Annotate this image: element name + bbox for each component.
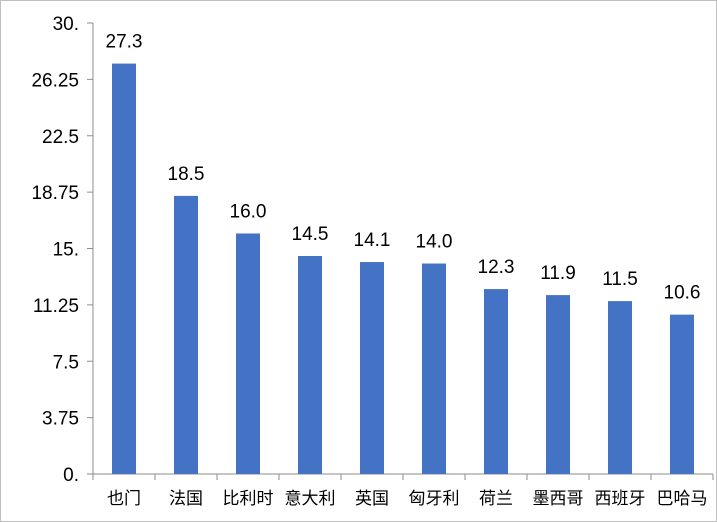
x-tick-label: 巴哈马 — [657, 489, 708, 509]
data-label: 14.5 — [292, 224, 329, 245]
axes: 0. 3.75 7.5 11.25 15. 18.75 22.5 26.25 30. — [31, 14, 714, 486]
bar — [670, 314, 694, 474]
x-tick-label: 也门 — [107, 489, 141, 509]
bars-group — [112, 63, 694, 475]
data-label: 11.9 — [540, 263, 576, 284]
y-tick-label: 15. — [53, 240, 79, 261]
bar — [298, 256, 322, 474]
data-label: 18.5 — [168, 164, 205, 185]
y-tick-label: 3.75 — [42, 409, 79, 430]
data-label: 14.1 — [354, 230, 391, 251]
y-tick-label: 18.75 — [31, 183, 79, 204]
bar — [360, 262, 384, 474]
labels-group: 27.3 也门 18.5 法国 16.0 比利时 14.5 意大利 14.1 英国 14.0 匈牙利 1… — [106, 32, 708, 509]
x-tick-label: 墨西哥 — [533, 489, 584, 509]
x-tick-label: 英国 — [355, 489, 389, 509]
x-tick-label: 匈牙利 — [409, 489, 460, 509]
data-label: 12.3 — [478, 257, 515, 278]
data-label: 14.0 — [416, 232, 453, 253]
data-label: 11.5 — [602, 269, 638, 290]
bar — [608, 301, 632, 474]
y-tick-label: 30. — [53, 14, 79, 35]
y-tick-label: 26.25 — [31, 70, 79, 91]
x-tick-label: 意大利 — [285, 489, 336, 509]
y-tick-label: 11.25 — [33, 296, 79, 317]
y-tick-label: 22.5 — [42, 127, 79, 148]
bar — [546, 295, 570, 474]
bar — [174, 195, 198, 474]
bar — [112, 63, 136, 475]
x-tick-label: 法国 — [169, 489, 203, 509]
bar — [484, 289, 508, 474]
x-tick-label: 比利时 — [223, 489, 274, 509]
x-tick-label: 西班牙 — [595, 489, 646, 509]
bar — [236, 233, 260, 474]
y-tick-label: 7.5 — [53, 352, 79, 373]
bar — [422, 263, 446, 474]
x-tick-label: 荷兰 — [479, 489, 513, 509]
y-tick-label: 0. — [63, 465, 79, 486]
data-label: 27.3 — [106, 32, 143, 53]
data-label: 10.6 — [664, 283, 701, 304]
data-label: 16.0 — [230, 201, 267, 222]
